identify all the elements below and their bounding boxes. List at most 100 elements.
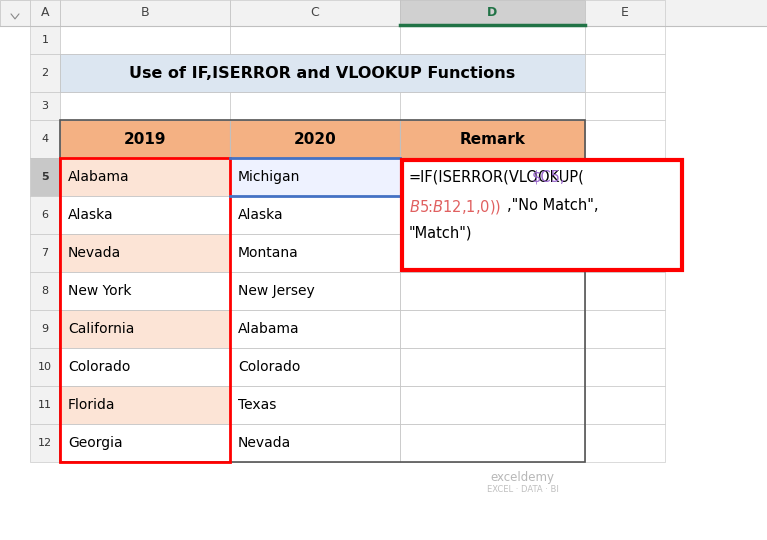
Text: Alaska: Alaska — [238, 208, 284, 222]
Text: New York: New York — [68, 284, 131, 298]
Bar — [402, 160, 682, 270]
Bar — [230, 310, 400, 348]
Text: Alabama: Alabama — [238, 322, 300, 336]
Text: Use of IF,ISERROR and VLOOKUP Functions: Use of IF,ISERROR and VLOOKUP Functions — [130, 65, 515, 80]
Text: 8: 8 — [41, 286, 48, 296]
Bar — [0, 0, 767, 26]
Text: E: E — [621, 6, 629, 19]
Bar — [30, 310, 60, 348]
Bar — [230, 0, 400, 26]
Text: 10: 10 — [38, 362, 52, 372]
Bar — [30, 120, 60, 158]
Bar — [230, 386, 400, 424]
Text: 12: 12 — [38, 438, 52, 448]
Bar — [60, 424, 230, 462]
Bar — [585, 424, 665, 462]
Bar — [400, 424, 585, 462]
Text: "Match"): "Match") — [409, 226, 472, 241]
Bar — [400, 158, 585, 196]
Bar — [230, 92, 400, 120]
Bar — [400, 120, 585, 158]
Text: 1: 1 — [41, 35, 48, 45]
Bar — [230, 348, 400, 386]
Text: Georgia: Georgia — [68, 436, 123, 450]
Text: 5: 5 — [41, 172, 49, 182]
Bar — [60, 348, 230, 386]
Bar — [30, 348, 60, 386]
Text: =IF(ISERROR(VLOOKUP(: =IF(ISERROR(VLOOKUP( — [409, 170, 585, 185]
Text: Florida: Florida — [68, 398, 116, 412]
Bar — [400, 92, 585, 120]
Bar — [585, 54, 665, 92]
Bar — [585, 158, 665, 196]
Bar — [30, 272, 60, 310]
Text: Texas: Texas — [238, 398, 276, 412]
Bar — [230, 196, 400, 234]
Bar — [30, 92, 60, 120]
Bar — [60, 54, 585, 92]
Text: Alabama: Alabama — [68, 170, 130, 184]
Bar — [30, 0, 60, 26]
Bar — [585, 196, 665, 234]
Text: Michigan: Michigan — [238, 170, 301, 184]
Text: Nevada: Nevada — [238, 436, 291, 450]
Bar — [400, 348, 585, 386]
Bar — [60, 196, 230, 234]
Bar — [60, 310, 230, 348]
Text: A: A — [41, 6, 49, 19]
Bar — [230, 424, 400, 462]
Text: Nevada: Nevada — [68, 246, 121, 260]
Text: Alaska: Alaska — [68, 208, 114, 222]
Bar — [400, 272, 585, 310]
Bar — [30, 196, 60, 234]
Text: EXCEL · DATA · BI: EXCEL · DATA · BI — [486, 485, 558, 495]
Text: exceldemy: exceldemy — [491, 470, 555, 483]
Bar — [400, 26, 585, 54]
Bar — [60, 386, 230, 424]
Bar — [30, 54, 60, 92]
Text: 2019: 2019 — [123, 132, 166, 146]
Bar — [60, 92, 230, 120]
Bar — [60, 0, 230, 26]
Text: 2020: 2020 — [294, 132, 337, 146]
Text: 7: 7 — [41, 248, 48, 258]
Text: California: California — [68, 322, 134, 336]
Bar — [585, 120, 665, 158]
Bar — [0, 0, 30, 26]
Text: 3: 3 — [41, 101, 48, 111]
Bar — [585, 348, 665, 386]
Bar — [60, 234, 230, 272]
Bar — [60, 120, 230, 158]
Text: 4: 4 — [41, 134, 48, 144]
Bar — [400, 234, 585, 272]
Text: 11: 11 — [38, 400, 52, 410]
Text: Colorado: Colorado — [238, 360, 301, 374]
Bar — [585, 310, 665, 348]
Bar — [585, 272, 665, 310]
Bar — [60, 272, 230, 310]
Text: D: D — [487, 6, 498, 19]
Text: ,"No Match",: ,"No Match", — [508, 198, 599, 213]
Bar — [60, 158, 230, 462]
Bar — [30, 234, 60, 272]
Text: $B$5:$B$12,1,0)): $B$5:$B$12,1,0)) — [409, 198, 502, 216]
Bar — [30, 386, 60, 424]
Bar — [585, 386, 665, 424]
Text: 2: 2 — [41, 68, 48, 78]
Bar — [585, 234, 665, 272]
Bar — [30, 158, 60, 196]
Bar — [30, 26, 60, 54]
Bar — [230, 234, 400, 272]
Bar — [400, 196, 585, 234]
Bar — [30, 424, 60, 462]
Text: B: B — [140, 6, 150, 19]
Text: Montana: Montana — [238, 246, 299, 260]
Bar — [230, 272, 400, 310]
Text: Colorado: Colorado — [68, 360, 130, 374]
Bar — [230, 26, 400, 54]
Bar — [585, 92, 665, 120]
Bar — [400, 0, 585, 26]
Bar — [60, 158, 230, 196]
Text: C: C — [311, 6, 319, 19]
Bar — [60, 120, 585, 462]
